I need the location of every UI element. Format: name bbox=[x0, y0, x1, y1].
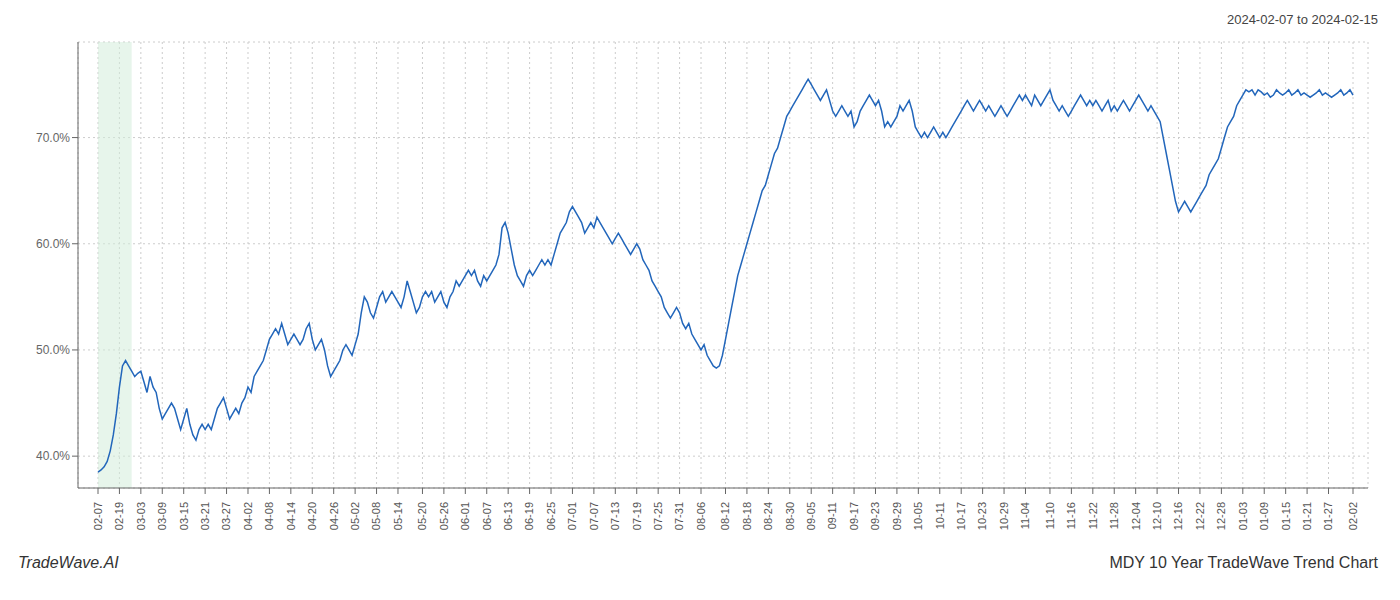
svg-text:05-02: 05-02 bbox=[349, 502, 361, 530]
html-text:TradeWave.AI: TradeWave.AI bbox=[18, 554, 119, 571]
svg-text:07-31: 07-31 bbox=[673, 502, 685, 530]
svg-text:08-18: 08-18 bbox=[741, 502, 753, 530]
svg-text:07-13: 07-13 bbox=[609, 502, 621, 530]
svg-text:09-17: 09-17 bbox=[848, 502, 860, 530]
svg-text:01-15: 01-15 bbox=[1280, 502, 1292, 530]
svg-text:12-04: 12-04 bbox=[1130, 502, 1142, 530]
svg-text:12-28: 12-28 bbox=[1215, 502, 1227, 530]
svg-text:09-29: 09-29 bbox=[891, 502, 903, 530]
html-text:2024-02-07 to 2024-02-15: 2024-02-07 to 2024-02-15 bbox=[1226, 12, 1378, 27]
svg-text:10-05: 10-05 bbox=[912, 502, 924, 530]
svg-text:10-23: 10-23 bbox=[976, 502, 988, 530]
svg-text:50.0%: 50.0% bbox=[36, 343, 70, 357]
svg-text:70.0%: 70.0% bbox=[36, 131, 70, 145]
svg-text:10-17: 10-17 bbox=[955, 502, 967, 530]
svg-text:04-20: 04-20 bbox=[306, 502, 318, 530]
svg-text:06-19: 06-19 bbox=[523, 502, 535, 530]
html-text:MDY 10 Year TradeWave Trend Ch: MDY 10 Year TradeWave Trend Chart bbox=[1109, 554, 1378, 571]
svg-text:60.0%: 60.0% bbox=[36, 237, 70, 251]
svg-text:01-21: 01-21 bbox=[1301, 502, 1313, 530]
svg-text:11-22: 11-22 bbox=[1087, 502, 1099, 529]
svg-text:07-19: 07-19 bbox=[631, 502, 643, 530]
svg-text:11-16: 11-16 bbox=[1065, 502, 1077, 529]
svg-text:09-11: 09-11 bbox=[826, 502, 838, 529]
svg-text:11-28: 11-28 bbox=[1108, 502, 1120, 529]
svg-text:10-11: 10-11 bbox=[934, 502, 946, 529]
svg-text:01-27: 01-27 bbox=[1322, 502, 1334, 530]
svg-text:07-07: 07-07 bbox=[588, 502, 600, 530]
svg-text:10-29: 10-29 bbox=[998, 502, 1010, 530]
svg-text:03-27: 03-27 bbox=[220, 502, 232, 530]
svg-text:01-09: 01-09 bbox=[1258, 502, 1270, 530]
svg-text:03-15: 03-15 bbox=[178, 502, 190, 530]
svg-text:05-14: 05-14 bbox=[392, 502, 404, 530]
svg-text:06-13: 06-13 bbox=[502, 502, 514, 530]
svg-text:40.0%: 40.0% bbox=[36, 449, 70, 463]
svg-text:03-03: 03-03 bbox=[135, 502, 147, 530]
svg-text:09-23: 09-23 bbox=[869, 502, 881, 530]
svg-text:05-26: 05-26 bbox=[438, 502, 450, 530]
svg-text:02-19: 02-19 bbox=[113, 502, 125, 530]
svg-text:11-10: 11-10 bbox=[1044, 502, 1056, 529]
svg-text:12-22: 12-22 bbox=[1194, 502, 1206, 530]
svg-text:09-05: 09-05 bbox=[805, 502, 817, 530]
svg-text:12-16: 12-16 bbox=[1172, 502, 1184, 530]
svg-text:04-02: 04-02 bbox=[242, 502, 254, 530]
svg-text:02-07: 02-07 bbox=[92, 502, 104, 530]
svg-text:02-02: 02-02 bbox=[1347, 502, 1359, 530]
svg-text:06-01: 06-01 bbox=[459, 502, 471, 530]
svg-text:04-08: 04-08 bbox=[263, 502, 275, 530]
svg-text:03-21: 03-21 bbox=[199, 502, 211, 530]
svg-text:08-12: 08-12 bbox=[719, 502, 731, 530]
svg-text:06-25: 06-25 bbox=[545, 502, 557, 530]
svg-text:01-03: 01-03 bbox=[1237, 502, 1249, 530]
svg-text:08-30: 08-30 bbox=[784, 502, 796, 530]
svg-text:04-14: 04-14 bbox=[285, 502, 297, 530]
svg-text:06-07: 06-07 bbox=[481, 502, 493, 530]
svg-text:07-01: 07-01 bbox=[566, 502, 578, 530]
svg-text:07-25: 07-25 bbox=[652, 502, 664, 530]
svg-text:11-04: 11-04 bbox=[1019, 502, 1031, 529]
svg-text:08-24: 08-24 bbox=[762, 502, 774, 530]
svg-text:12-10: 12-10 bbox=[1151, 502, 1163, 530]
svg-text:05-08: 05-08 bbox=[370, 502, 382, 530]
svg-text:08-06: 08-06 bbox=[695, 502, 707, 530]
svg-text:04-26: 04-26 bbox=[328, 502, 340, 530]
svg-text:05-20: 05-20 bbox=[416, 502, 428, 530]
svg-text:03-09: 03-09 bbox=[156, 502, 168, 530]
